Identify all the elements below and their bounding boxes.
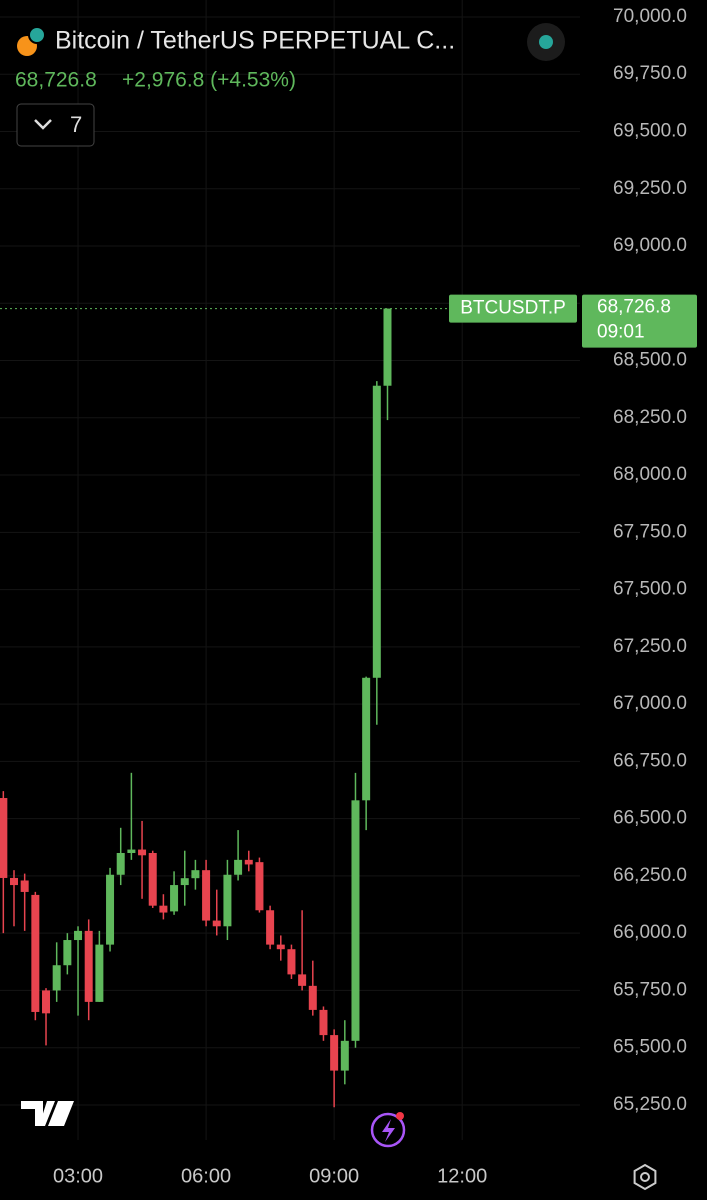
candle-body <box>116 852 125 875</box>
candle-body <box>20 880 29 892</box>
symbol-badge <box>449 294 577 323</box>
candle-body <box>159 905 168 913</box>
price-badge <box>582 294 697 348</box>
candle-body <box>308 985 317 1010</box>
candle-body <box>372 385 381 678</box>
candle-body <box>351 800 360 1041</box>
candle-body <box>84 930 93 1002</box>
candle-body <box>319 1009 328 1036</box>
chevron-icon <box>34 119 52 130</box>
candle-body <box>63 940 72 966</box>
tradingview-logo <box>21 1101 74 1126</box>
last-price: 68,726.8 <box>15 69 97 92</box>
y-tick-label: 66,500.0 <box>613 808 687 829</box>
y-tick-label: 65,500.0 <box>613 1037 687 1058</box>
countdown-label: 09:01 <box>597 322 645 343</box>
candle-body <box>340 1040 349 1071</box>
y-tick-label: 68,250.0 <box>613 407 687 428</box>
y-tick-label: 70,000.0 <box>613 6 687 27</box>
candle-body <box>255 862 264 911</box>
candle-body <box>276 944 285 950</box>
symbol-badge-label: BTCUSDT.P <box>460 298 566 319</box>
candle-body <box>212 920 221 927</box>
y-tick-label: 69,250.0 <box>613 178 687 199</box>
y-tick-label: 67,750.0 <box>613 521 687 542</box>
candle-body <box>138 849 147 856</box>
candle-body <box>42 990 51 1014</box>
candle-body <box>127 849 136 853</box>
candle-body <box>266 910 275 945</box>
indicators-count: 7 <box>70 112 82 137</box>
candles <box>0 308 392 1108</box>
candle-body <box>298 974 307 986</box>
candle-body <box>148 852 157 906</box>
x-tick-label: 06:00 <box>181 1165 231 1187</box>
y-tick-label: 66,000.0 <box>613 922 687 943</box>
price-badge-label: 68,726.8 <box>597 297 671 318</box>
y-tick-label: 65,250.0 <box>613 1094 687 1115</box>
candle-body <box>52 965 61 991</box>
x-tick-label: 09:00 <box>309 1165 359 1187</box>
settings-button[interactable] <box>633 1163 657 1191</box>
candle-body <box>10 877 19 886</box>
candle-body <box>180 878 189 886</box>
candle-body <box>330 1035 339 1071</box>
x-tick-label: 12:00 <box>437 1165 487 1187</box>
candle-body <box>170 885 179 912</box>
indicators-toggle[interactable] <box>16 103 95 147</box>
candle-body <box>383 308 392 386</box>
y-tick-label: 69,000.0 <box>613 235 687 256</box>
symbol-title[interactable]: Bitcoin / TetherUS PERPETUAL C... <box>55 27 455 55</box>
candle-body <box>244 859 253 865</box>
y-tick-label: 69,750.0 <box>613 63 687 84</box>
y-tick-label: 68,500.0 <box>613 350 687 371</box>
y-tick-label: 66,250.0 <box>613 865 687 886</box>
candle-body <box>191 870 200 879</box>
y-tick-label: 67,250.0 <box>613 636 687 657</box>
candle-body <box>0 798 8 878</box>
settings-icon <box>633 1163 657 1191</box>
candle-body <box>202 870 211 921</box>
y-tick-label: 69,500.0 <box>613 120 687 141</box>
candle-body <box>223 874 232 927</box>
y-tick-label: 67,000.0 <box>613 693 687 714</box>
price-change: +2,976.8 (+4.53%) <box>122 69 296 92</box>
tether-icon <box>28 26 46 44</box>
status-dot <box>539 35 553 49</box>
lightning-icon <box>382 1119 395 1142</box>
candle-body <box>74 930 83 941</box>
candle-body <box>31 894 40 1012</box>
lightning-button[interactable] <box>370 1112 406 1148</box>
candle-body <box>95 944 104 1002</box>
y-tick-label: 65,750.0 <box>613 979 687 1000</box>
notification-dot <box>396 1112 404 1120</box>
y-tick-label: 68,000.0 <box>613 464 687 485</box>
y-tick-label: 66,750.0 <box>613 750 687 771</box>
x-tick-label: 03:00 <box>53 1165 103 1187</box>
candle-body <box>287 949 296 975</box>
settings-icon-center <box>640 1172 650 1182</box>
y-tick-label: 67,500.0 <box>613 579 687 600</box>
candle-body <box>234 859 243 875</box>
candle-body <box>106 874 115 945</box>
candle-body <box>362 677 371 801</box>
